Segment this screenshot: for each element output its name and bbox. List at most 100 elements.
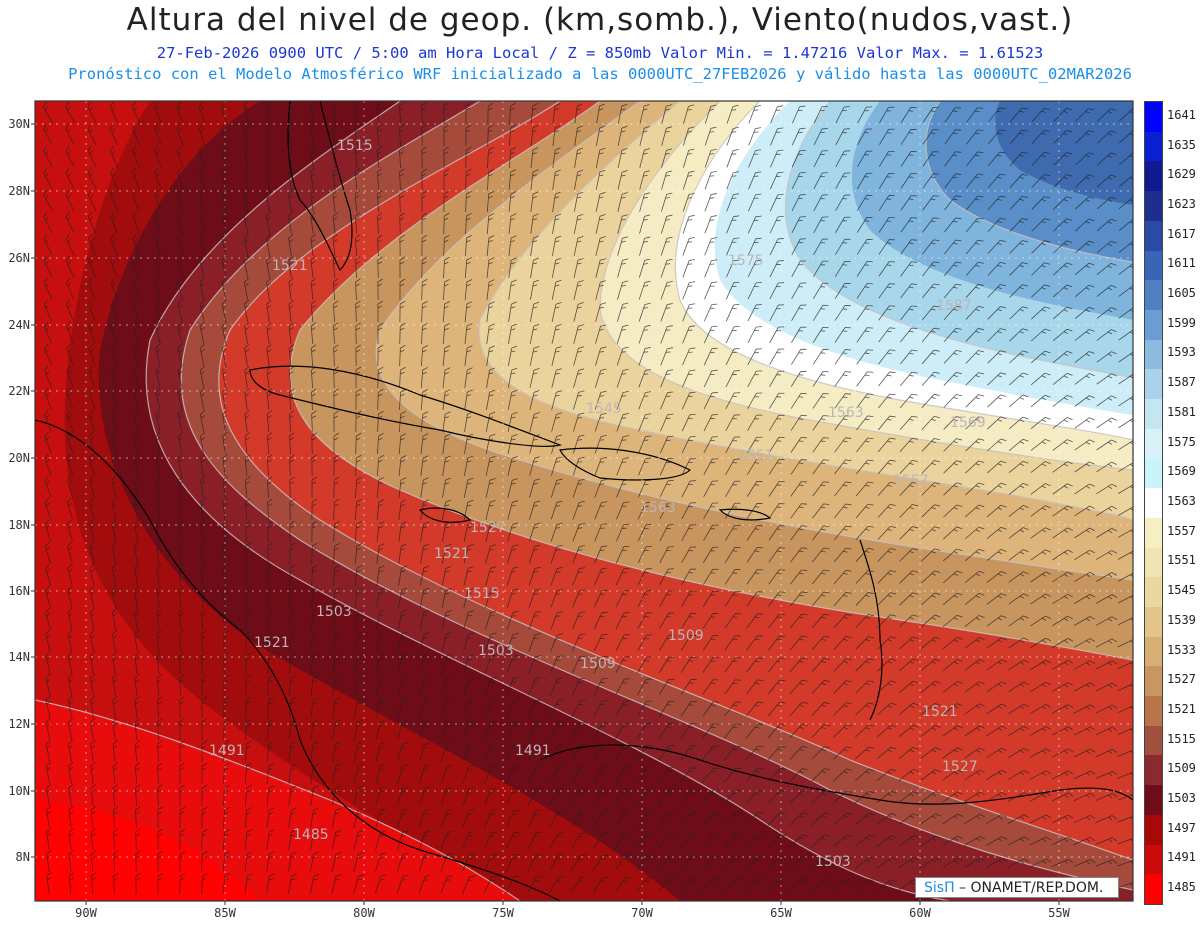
- wind-barb: [987, 151, 1006, 167]
- wind-barb: [88, 365, 96, 388]
- wind-barb: [703, 436, 718, 454]
- wind-barb: [965, 416, 985, 430]
- wind-barb: [529, 434, 540, 454]
- wind-barb: [154, 277, 162, 300]
- wind-barb: [67, 563, 73, 586]
- wind-barb: [267, 564, 274, 587]
- wind-barb: [811, 591, 830, 607]
- wind-barb: [44, 387, 52, 410]
- wind-barb: [44, 475, 52, 498]
- wind-barb: [900, 106, 917, 123]
- wind-barb: [855, 547, 874, 562]
- wind-barb: [574, 125, 583, 146]
- wind-barb: [485, 544, 496, 564]
- colorbar-segment: [1145, 220, 1162, 251]
- wind-barb: [463, 521, 474, 542]
- wind-barb: [1009, 107, 1028, 123]
- lat-label: 26N: [8, 251, 30, 265]
- wind-barb: [111, 585, 117, 608]
- wind-barb: [616, 457, 630, 476]
- wind-barb: [132, 145, 140, 168]
- wind-barb: [176, 145, 184, 168]
- wind-barb: [550, 500, 563, 520]
- wind-barb: [834, 481, 852, 497]
- wind-barb: [900, 261, 918, 277]
- wind-barb: [964, 570, 985, 584]
- wind-barb: [878, 172, 895, 189]
- wind-barb: [67, 519, 73, 542]
- wind-barb: [487, 124, 494, 147]
- sispi-logo-text: SisΠ: [924, 880, 955, 896]
- wind-barb: [398, 477, 407, 498]
- wind-barb: [551, 301, 562, 322]
- wind-barb: [987, 416, 1007, 430]
- wind-barb: [310, 278, 316, 300]
- wind-barb: [660, 391, 674, 410]
- wind-barb: [965, 283, 984, 298]
- wind-barb: [155, 431, 161, 454]
- wind-barb: [855, 525, 874, 541]
- wind-barb: [376, 102, 382, 124]
- contour-label: 1521: [272, 258, 308, 274]
- wind-barb: [377, 410, 384, 433]
- wind-barb: [725, 370, 740, 388]
- wind-barb: [899, 371, 918, 387]
- lat-label: 28N: [8, 184, 30, 198]
- wind-barb: [856, 305, 873, 321]
- wind-barb: [376, 543, 385, 564]
- wind-barb: [87, 101, 97, 124]
- wind-barb: [376, 609, 385, 630]
- wind-barb: [333, 344, 339, 367]
- wind-barb: [267, 476, 273, 499]
- wind-barb: [987, 438, 1007, 452]
- wind-barb: [289, 564, 296, 587]
- wind-barb: [200, 410, 206, 432]
- wind-barb: [177, 409, 183, 432]
- wind-barb: [702, 613, 719, 629]
- wind-barb: [332, 234, 339, 256]
- wind-barb: [464, 411, 473, 432]
- wind-barb: [943, 438, 963, 452]
- colorbar-segment: [1145, 161, 1162, 192]
- wind-barb: [812, 326, 829, 343]
- wind-barb: [399, 300, 406, 323]
- wind-barb: [421, 278, 428, 301]
- wind-barb: [421, 168, 427, 191]
- wind-barb: [856, 194, 873, 211]
- wind-barb: [529, 412, 540, 432]
- wind-barb: [465, 124, 472, 147]
- wind-barb: [111, 409, 117, 432]
- wind-barb: [289, 520, 296, 543]
- wind-barb: [507, 434, 518, 454]
- wind-barb: [638, 347, 651, 366]
- wind-barb: [595, 236, 606, 256]
- wind-barb: [486, 301, 495, 322]
- hispaniola-coast: [559, 447, 692, 481]
- wind-barb: [1009, 151, 1028, 167]
- wind-barb: [943, 394, 962, 408]
- wind-barb: [921, 526, 941, 540]
- wind-barb: [725, 303, 740, 322]
- wind-barb: [725, 348, 740, 366]
- wind-barb: [922, 173, 940, 189]
- wind-barb: [111, 497, 117, 520]
- wind-barb: [574, 103, 583, 124]
- wind-barb: [288, 234, 294, 256]
- wind-barb: [1096, 527, 1118, 538]
- wind-barb: [1052, 372, 1073, 385]
- wind-barb: [921, 415, 940, 430]
- wind-barb: [986, 482, 1007, 496]
- wind-barb: [683, 104, 695, 124]
- wind-barb: [1096, 262, 1117, 275]
- wind-barb: [89, 629, 95, 652]
- wind-barb: [638, 324, 651, 344]
- wind-barb: [833, 547, 852, 563]
- wind-barb: [660, 303, 673, 322]
- wind-barb: [399, 168, 405, 191]
- wind-barb: [900, 129, 917, 145]
- wind-barb: [703, 502, 719, 520]
- contour-label: 1569: [950, 415, 986, 431]
- wind-barb: [421, 234, 428, 257]
- wind-barb: [44, 431, 52, 454]
- wind-barb: [552, 147, 561, 168]
